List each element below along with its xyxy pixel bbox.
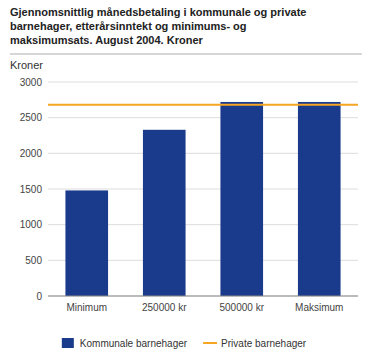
x-axis [48, 296, 358, 297]
y-tick-label: 1000 [20, 219, 43, 230]
y-tick-label: 0 [36, 291, 42, 302]
bar [65, 190, 108, 296]
chart: Gjennomsnittlig månedsbetaling i kommuna… [0, 0, 368, 363]
x-tick-label: Maksimum [295, 302, 343, 313]
y-tick-label: 3000 [20, 77, 43, 88]
separator [10, 54, 362, 55]
y-tick-label: 2500 [20, 112, 43, 123]
x-tick-label: Minimum [66, 302, 107, 313]
x-tick-label: 500000 kr [220, 302, 265, 313]
legend-label: Private barnehager [221, 338, 307, 349]
grid-line [48, 296, 358, 297]
grid-line [48, 82, 358, 83]
y-tick-label: 2000 [20, 148, 43, 159]
legend: Kommunale barnehager Private barnehager [62, 338, 307, 349]
title: Gjennomsnittlig månedsbetaling i kommuna… [10, 6, 306, 46]
chart-container: Gjennomsnittlig månedsbetaling i kommuna… [0, 0, 368, 363]
bar [298, 102, 341, 296]
legend-swatch [62, 338, 74, 348]
y-tick-label: 1500 [20, 184, 43, 195]
marks [48, 102, 358, 296]
legend-swatch [203, 342, 217, 344]
bar [143, 130, 186, 296]
bar [220, 102, 263, 296]
legend-label: Kommunale barnehager [80, 338, 188, 349]
reference-line [48, 104, 358, 106]
y-axis-label: Kroner [10, 59, 43, 71]
y-tick-label: 500 [25, 255, 42, 266]
x-tick-label: 250000 kr [142, 302, 187, 313]
legend-item: Kommunale barnehager [62, 338, 188, 349]
grid [48, 82, 358, 296]
legend-item: Private barnehager [203, 338, 307, 349]
